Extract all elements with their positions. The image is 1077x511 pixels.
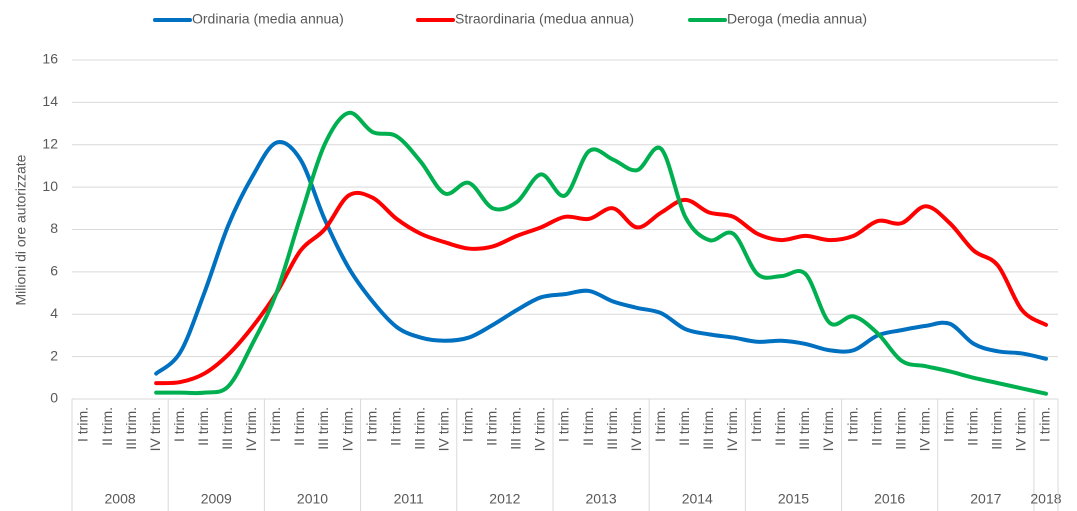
year-label: 2016 bbox=[874, 491, 905, 507]
year-label: 2011 bbox=[394, 491, 424, 507]
x-tick-label: I trim. bbox=[556, 407, 572, 442]
x-tick-label: II trim. bbox=[195, 407, 211, 446]
series-line bbox=[154, 110, 1048, 396]
y-tick-label: 6 bbox=[50, 263, 58, 279]
x-tick-label: IV trim. bbox=[147, 407, 163, 451]
x-tick-label: II trim. bbox=[484, 407, 500, 446]
year-label: 2009 bbox=[201, 491, 232, 507]
x-tick-label: I trim. bbox=[844, 407, 860, 442]
x-tick-label: I trim. bbox=[171, 407, 187, 442]
y-axis-label: Milioni di ore autorizzate bbox=[13, 154, 29, 305]
year-label: 2015 bbox=[778, 491, 809, 507]
y-tick-label: 10 bbox=[42, 178, 58, 194]
x-tick-label: III trim. bbox=[411, 407, 427, 450]
y-tick-label: 14 bbox=[42, 93, 58, 109]
x-tick-label: I trim. bbox=[363, 407, 379, 442]
x-tick-label: II trim. bbox=[387, 407, 403, 446]
x-tick-label: I trim. bbox=[748, 407, 764, 442]
legend-label: Ordinaria (media annua) bbox=[192, 11, 344, 27]
year-label: 2013 bbox=[585, 491, 616, 507]
x-tick-label: IV trim. bbox=[916, 407, 932, 451]
x-tick-label: II trim. bbox=[99, 407, 115, 446]
y-tick-label: 2 bbox=[50, 347, 58, 363]
year-label: 2018 bbox=[1030, 491, 1061, 507]
x-tick-label: IV trim. bbox=[532, 407, 548, 451]
y-tick-label: 4 bbox=[50, 305, 58, 321]
x-tick-label: III trim. bbox=[989, 407, 1005, 450]
x-tick-label: III trim. bbox=[315, 407, 331, 450]
x-tick-label: IV trim. bbox=[339, 407, 355, 451]
x-tick-label: I trim. bbox=[267, 407, 283, 442]
x-tick-label: IV trim. bbox=[243, 407, 259, 451]
y-tick-label: 12 bbox=[42, 135, 58, 151]
series-line bbox=[154, 190, 1048, 386]
year-label: 2012 bbox=[489, 491, 520, 507]
x-tick-label: I trim. bbox=[460, 407, 476, 442]
x-tick-label: III trim. bbox=[604, 407, 620, 450]
x-tick-label: I trim. bbox=[1037, 407, 1053, 442]
x-tick-label: III trim. bbox=[508, 407, 524, 450]
x-tick-label: II trim. bbox=[868, 407, 884, 446]
x-tick-label: I trim. bbox=[940, 407, 956, 442]
year-label: 2014 bbox=[682, 491, 713, 507]
x-tick-label: I trim. bbox=[75, 407, 91, 442]
x-tick-label: I trim. bbox=[652, 407, 668, 442]
series-line bbox=[154, 140, 1048, 376]
y-tick-label: 0 bbox=[50, 390, 58, 406]
x-tick-label: II trim. bbox=[772, 407, 788, 446]
x-tick-label: III trim. bbox=[219, 407, 235, 450]
year-label: 2008 bbox=[105, 491, 136, 507]
x-tick-label: III trim. bbox=[123, 407, 139, 450]
x-tick-label: II trim. bbox=[676, 407, 692, 446]
x-tick-label: III trim. bbox=[796, 407, 812, 450]
x-tick-label: IV trim. bbox=[628, 407, 644, 451]
year-label: 2017 bbox=[970, 491, 1001, 507]
x-tick-label: III trim. bbox=[700, 407, 716, 450]
x-tick-label: II trim. bbox=[291, 407, 307, 446]
x-tick-label: IV trim. bbox=[724, 407, 740, 451]
x-tick-label: IV trim. bbox=[1013, 407, 1029, 451]
x-tick-label: IV trim. bbox=[435, 407, 451, 451]
x-tick-label: IV trim. bbox=[820, 407, 836, 451]
x-tick-label: III trim. bbox=[892, 407, 908, 450]
x-tick-label: II trim. bbox=[965, 407, 981, 446]
year-label: 2010 bbox=[297, 491, 328, 507]
y-tick-label: 8 bbox=[50, 220, 58, 236]
legend-label: Straordinaria (medua annua) bbox=[455, 11, 634, 27]
x-tick-label: II trim. bbox=[580, 407, 596, 446]
legend-label: Deroga (media annua) bbox=[727, 11, 867, 27]
y-tick-label: 16 bbox=[42, 51, 58, 67]
